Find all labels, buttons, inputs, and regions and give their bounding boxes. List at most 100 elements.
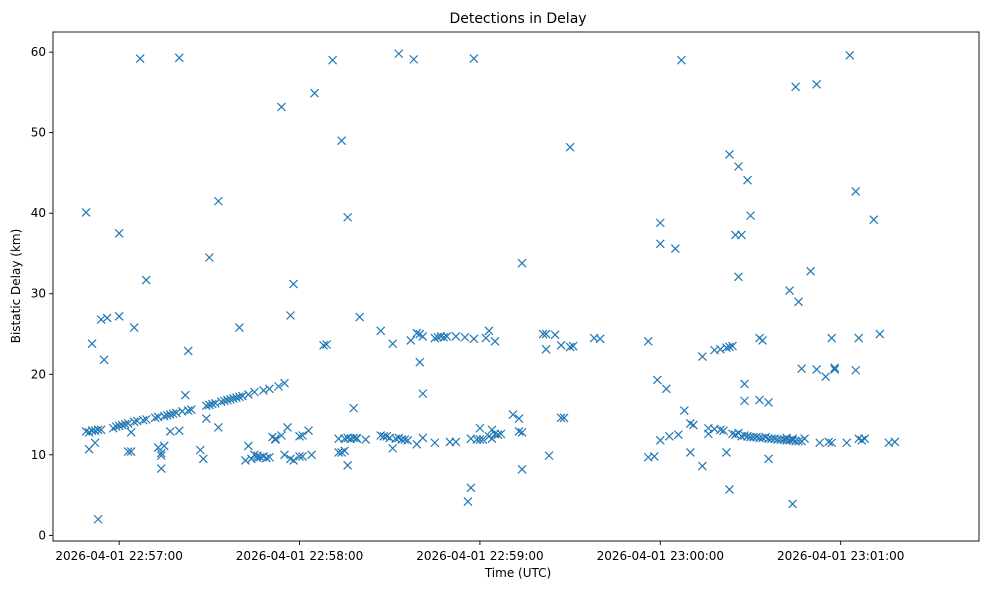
data-point	[824, 437, 834, 447]
data-point	[740, 379, 749, 389]
data-point	[728, 341, 737, 351]
x-axis-label: Time (UTC)	[484, 566, 551, 580]
data-point	[114, 228, 124, 238]
data-point	[156, 448, 166, 458]
data-point	[538, 329, 548, 339]
data-point	[827, 333, 837, 343]
data-point	[159, 411, 169, 421]
data-point	[860, 434, 870, 444]
data-point	[544, 451, 554, 461]
x-tick-label: 2026-04-01 23:01:00	[777, 549, 904, 563]
data-point	[117, 420, 127, 430]
data-point	[277, 102, 286, 112]
axes-frame	[52, 31, 980, 542]
data-point	[541, 344, 551, 354]
data-point	[183, 346, 193, 356]
data-point	[228, 394, 238, 403]
data-point	[207, 399, 217, 409]
data-point	[93, 514, 103, 524]
data-point	[183, 406, 193, 415]
data-point	[156, 451, 166, 461]
data-point	[271, 434, 280, 444]
data-point	[415, 357, 425, 367]
data-point	[740, 431, 749, 440]
data-point	[114, 311, 124, 321]
data-point	[679, 406, 689, 415]
data-point	[186, 405, 196, 415]
data-point	[379, 431, 389, 441]
y-tick-label: 20	[31, 367, 46, 381]
data-point	[722, 343, 731, 353]
data-point	[304, 426, 313, 436]
data-point	[797, 364, 807, 374]
data-point	[418, 389, 428, 399]
data-point	[126, 427, 136, 437]
data-point	[174, 53, 184, 63]
data-point	[240, 456, 250, 465]
data-point	[830, 363, 840, 373]
x-tick-label: 2026-04-01 22:58:00	[236, 549, 363, 563]
plot-area	[53, 32, 979, 541]
data-point	[595, 334, 605, 344]
data-point	[340, 446, 350, 456]
data-point	[355, 312, 365, 322]
data-point	[295, 452, 304, 461]
data-point	[198, 454, 208, 464]
data-point	[451, 437, 461, 447]
data-point	[812, 365, 822, 374]
data-points	[81, 49, 900, 524]
data-point	[439, 332, 449, 342]
data-point	[138, 415, 148, 425]
data-point	[475, 435, 485, 444]
data-point	[343, 212, 353, 222]
data-point	[788, 499, 798, 509]
data-point	[171, 408, 181, 418]
data-point	[361, 435, 371, 444]
data-point	[764, 398, 773, 407]
data-point	[90, 438, 100, 448]
data-point	[204, 253, 214, 262]
data-point	[352, 433, 362, 443]
y-tick-label: 10	[31, 448, 46, 462]
data-point	[114, 421, 124, 431]
data-point	[655, 435, 665, 445]
data-point	[219, 396, 229, 406]
data-point	[460, 332, 470, 342]
data-point	[568, 341, 578, 351]
chart-title: Detections in Delay	[449, 11, 586, 27]
x-axis-ticks: 2026-04-01 22:57:00 2026-04-01 22:58:00 20…	[55, 541, 904, 563]
data-point	[755, 395, 764, 405]
data-point	[289, 279, 298, 289]
data-point	[237, 391, 247, 401]
data-point	[394, 49, 404, 59]
data-point	[725, 342, 734, 352]
data-point	[517, 427, 527, 437]
data-point	[697, 352, 707, 361]
data-point	[484, 326, 494, 336]
data-point	[409, 54, 419, 64]
data-point	[842, 438, 852, 448]
data-point	[310, 88, 319, 98]
y-axis-label: Bistatic Delay (km)	[9, 229, 23, 344]
data-point	[508, 410, 518, 419]
data-point	[451, 332, 461, 341]
data-point	[120, 419, 130, 429]
data-point	[800, 434, 810, 444]
data-point	[298, 431, 307, 440]
data-point	[442, 332, 452, 341]
data-point	[851, 187, 861, 196]
data-point	[875, 329, 885, 339]
data-point	[265, 452, 274, 462]
data-point	[307, 450, 316, 460]
data-point	[794, 297, 804, 307]
data-point	[685, 447, 695, 457]
data-point	[286, 311, 295, 320]
data-point	[388, 339, 398, 349]
data-point	[643, 336, 653, 346]
data-point	[869, 215, 879, 225]
data-point	[225, 394, 235, 404]
data-point	[99, 355, 109, 365]
data-point	[661, 384, 671, 394]
data-point	[123, 418, 133, 428]
data-point	[259, 385, 268, 395]
